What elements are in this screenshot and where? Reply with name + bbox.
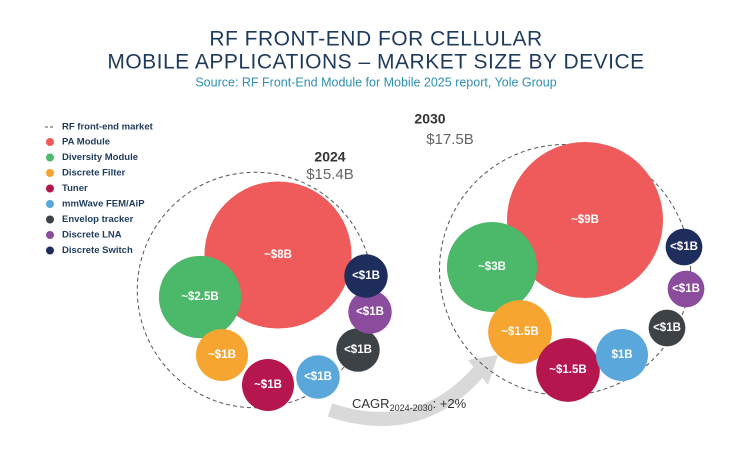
bubble: [348, 290, 392, 334]
legend-swatch: [46, 169, 54, 177]
value-label: <$1B: [670, 241, 698, 253]
bubble: [665, 228, 703, 266]
chart-title: MOBILE APPLICATIONS – MARKET SIZE BY DEV…: [107, 51, 644, 74]
bubble: [204, 181, 352, 329]
value-label: <$1B: [653, 322, 681, 334]
value-label: ~$2.5B: [181, 291, 218, 303]
cagr-period: 2024-2030: [390, 403, 433, 413]
value-label: <$1B: [356, 306, 384, 318]
bubble: [648, 309, 686, 347]
bubble: [596, 329, 648, 381]
year-label: 2024: [314, 149, 345, 165]
bubble: [536, 338, 600, 402]
cagr-arrow-head: [468, 355, 498, 385]
legend-swatch: [46, 200, 54, 208]
cagr-arrow: [327, 365, 486, 426]
legend-swatch: [46, 231, 54, 239]
year-label: 2030: [414, 111, 445, 127]
chart-subtitle: Source: RF Front-End Module for Mobile 2…: [195, 75, 556, 89]
bubble: [507, 142, 663, 298]
legend-label: PA Module: [62, 137, 110, 148]
value-label: ~$1B: [208, 349, 236, 361]
legend-label: Discrete Switch: [62, 245, 133, 256]
legend-label: mmWave FEM/AiP: [62, 199, 145, 210]
legend-swatch: [46, 153, 54, 162]
value-label: ~$3B: [478, 261, 506, 273]
total-label: $15.4B: [306, 166, 354, 183]
legend-label: Diversity Module: [62, 152, 138, 163]
value-label: <$1B: [304, 371, 332, 383]
legend-label: Tuner: [62, 183, 88, 194]
legend-label: Discrete Filter: [62, 168, 126, 179]
legend-swatch: [46, 184, 54, 193]
value-label: ~$1.5B: [549, 364, 586, 376]
bubble: [196, 329, 248, 381]
cagr-label: CAGR2024-2030: +2%: [352, 396, 467, 413]
bubble: [488, 300, 552, 364]
value-label: ~$8B: [264, 249, 292, 261]
legend-label: Envelop tracker: [62, 214, 134, 225]
value-label: <$1B: [352, 270, 380, 282]
value-label: ~$1B: [254, 379, 282, 391]
value-label: <$1B: [344, 344, 372, 356]
value-label: <$1B: [672, 283, 700, 295]
legend-swatch: [46, 246, 54, 255]
legend-label: RF front-end market: [62, 122, 154, 133]
bubble: [242, 359, 294, 411]
legend-swatch: [46, 215, 54, 224]
cagr-value: : +2%: [433, 396, 467, 411]
value-label: ~$9B: [571, 214, 599, 226]
bubble: [158, 255, 242, 339]
bubble: [344, 254, 388, 298]
value-label: $1B: [611, 349, 632, 361]
chart-title: RF FRONT-END FOR CELLULAR: [209, 28, 542, 51]
legend-swatch: [46, 138, 54, 146]
bubble: [336, 328, 380, 372]
bubble: [446, 221, 538, 313]
bubble: [296, 355, 340, 399]
bubble: [667, 270, 705, 308]
cagr-text: CAGR: [352, 396, 390, 411]
value-label: ~$1.5B: [501, 326, 538, 338]
legend-label: Discrete LNA: [62, 230, 122, 241]
total-label: $17.5B: [426, 131, 474, 148]
